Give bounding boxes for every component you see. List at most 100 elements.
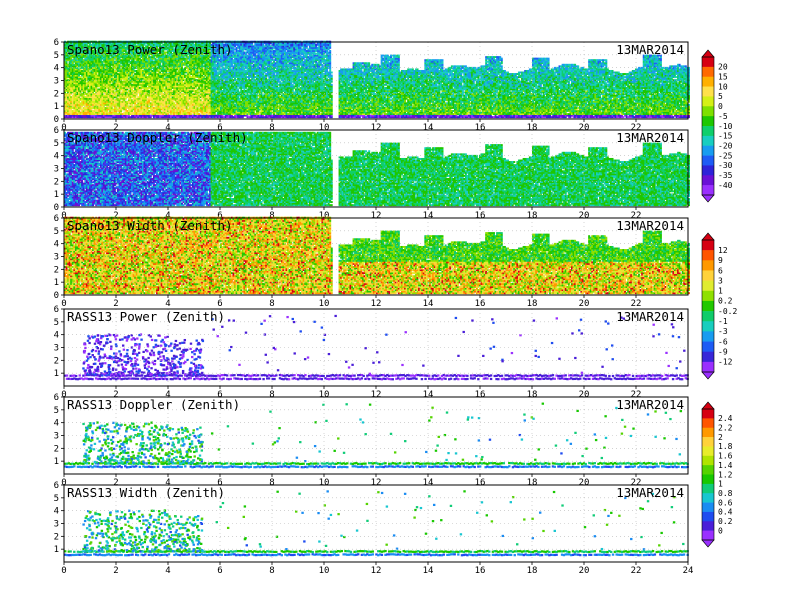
heatmap-cell (84, 83, 87, 86)
heatmap-cell (81, 74, 84, 77)
heatmap-cell (87, 59, 90, 62)
heatmap-cell (73, 43, 76, 46)
heatmap-cell (78, 56, 80, 59)
heatmap-cell (76, 88, 79, 91)
heatmap-cell (93, 100, 96, 103)
heatmap-cell (98, 54, 101, 57)
heatmap-cell (73, 114, 76, 117)
heatmap-cell (99, 111, 102, 114)
heatmap-cell (81, 108, 84, 111)
heatmap-cell (85, 63, 88, 66)
heatmap-cell (73, 56, 76, 59)
heatmap-cell (95, 111, 98, 114)
heatmap-cell (84, 57, 87, 60)
heatmap-cell (85, 93, 88, 96)
heatmap-cell (93, 88, 96, 91)
heatmap-cell (96, 43, 99, 46)
heatmap-cell (68, 86, 71, 89)
heatmap-cell (64, 56, 66, 59)
heatmap-cell (65, 43, 68, 46)
heatmap-cell (98, 106, 101, 109)
heatmap-cell (92, 76, 95, 79)
heatmap-cell (87, 100, 90, 103)
heatmap-cell (110, 76, 113, 79)
heatmap-cell (74, 69, 77, 72)
heatmap-cell (78, 116, 80, 119)
heatmap-cell (85, 99, 88, 102)
heatmap-cell (104, 113, 107, 116)
heatmap-cell (85, 97, 88, 100)
heatmap-cell (68, 102, 71, 105)
heatmap-cell (101, 73, 104, 75)
heatmap-cell (103, 60, 105, 63)
heatmap-cell (88, 65, 91, 68)
heatmap-cell (68, 57, 71, 60)
heatmap-cell (101, 108, 104, 111)
heatmap-cell (95, 79, 98, 82)
heatmap-cell (79, 76, 82, 79)
heatmap-cell (73, 116, 76, 119)
heatmap-cell (93, 54, 96, 57)
heatmap-cell (82, 83, 85, 86)
heatmap-cell (98, 49, 101, 52)
heatmap-cell (78, 76, 80, 79)
heatmap-cell (82, 96, 85, 99)
heatmap-cell (82, 93, 85, 96)
heatmap-cell (106, 62, 109, 65)
heatmap-cell (70, 57, 73, 60)
heatmap-cell (104, 62, 107, 65)
heatmap-cell (70, 97, 73, 100)
heatmap-cell (68, 56, 71, 59)
heatmap-cell (68, 116, 71, 119)
heatmap-cell (88, 85, 91, 88)
heatmap-cell (67, 102, 70, 105)
heatmap-cell (79, 114, 82, 117)
heatmap-cell (99, 45, 102, 48)
heatmap-cell (79, 68, 82, 71)
heatmap-cell (74, 74, 77, 77)
heatmap-cell (96, 116, 99, 119)
heatmap-cell (71, 106, 74, 109)
heatmap-cell (109, 96, 112, 99)
heatmap-cell (81, 99, 84, 102)
heatmap-cell (79, 48, 82, 51)
heatmap-cell (65, 82, 68, 85)
heatmap-cell (87, 90, 90, 92)
heatmap-cell (95, 86, 98, 89)
heatmap-cell (96, 49, 99, 52)
heatmap-cell (104, 111, 107, 114)
heatmap-cell (84, 51, 87, 54)
heatmap-cell (99, 42, 102, 45)
heatmap-cell (67, 113, 70, 116)
heatmap-cell (107, 96, 110, 99)
heatmap-cell (65, 102, 68, 105)
heatmap-cell (71, 69, 74, 72)
heatmap-cell (104, 77, 107, 80)
heatmap-cell (64, 103, 66, 106)
heatmap-cell (110, 56, 113, 59)
heatmap-cell (79, 60, 82, 63)
heatmap-cell (101, 60, 104, 63)
heatmap-cell (79, 46, 82, 49)
heatmap-cell (99, 77, 102, 80)
heatmap-cell (99, 48, 102, 51)
heatmap-cell (84, 42, 87, 45)
heatmap-cell (82, 113, 85, 116)
heatmap-cell (65, 90, 68, 92)
heatmap-cell (98, 93, 101, 96)
heatmap-cell (92, 96, 95, 99)
heatmap-cell (95, 69, 98, 72)
heatmap-cell (78, 105, 80, 108)
heatmap-cell (65, 88, 68, 91)
heatmap-cell (71, 83, 74, 86)
heatmap-cell (64, 102, 66, 105)
heatmap-cell (109, 59, 112, 62)
heatmap-cell (90, 91, 93, 94)
heatmap-cell (95, 74, 98, 77)
heatmap-cell (92, 68, 95, 71)
heatmap-cell (64, 86, 66, 89)
heatmap-cell (95, 51, 98, 54)
heatmap-cell (87, 96, 90, 99)
heatmap-cell (74, 66, 77, 69)
heatmap-cell (70, 85, 73, 88)
